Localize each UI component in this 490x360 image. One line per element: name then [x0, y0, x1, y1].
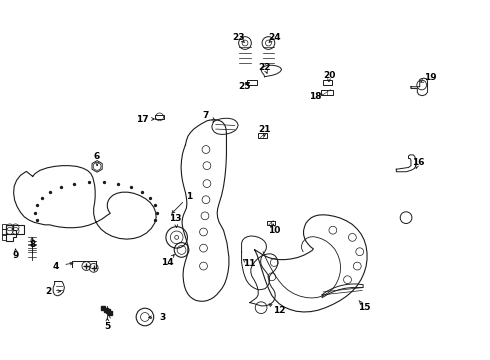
Text: 1: 1 — [186, 192, 192, 201]
Text: 16: 16 — [412, 158, 424, 167]
Text: 22: 22 — [258, 63, 271, 72]
Text: 23: 23 — [232, 33, 245, 42]
Text: 8: 8 — [29, 240, 35, 249]
Text: 18: 18 — [309, 92, 321, 101]
Text: 12: 12 — [273, 306, 285, 315]
Text: 2: 2 — [46, 287, 52, 296]
Text: 20: 20 — [323, 71, 335, 80]
Text: 21: 21 — [258, 125, 271, 134]
Text: 13: 13 — [170, 214, 182, 223]
Text: 14: 14 — [161, 258, 173, 267]
Text: 3: 3 — [159, 313, 165, 322]
Text: 17: 17 — [136, 114, 149, 123]
Text: 7: 7 — [203, 111, 209, 120]
Text: 19: 19 — [424, 73, 437, 82]
Text: 15: 15 — [358, 303, 371, 312]
Text: 4: 4 — [53, 262, 59, 271]
Text: 24: 24 — [268, 33, 281, 42]
Text: 11: 11 — [243, 259, 255, 268]
Text: 10: 10 — [268, 226, 280, 235]
Text: 9: 9 — [12, 251, 19, 260]
Text: 25: 25 — [238, 82, 250, 91]
Text: 5: 5 — [104, 322, 110, 331]
Text: 6: 6 — [94, 152, 100, 161]
